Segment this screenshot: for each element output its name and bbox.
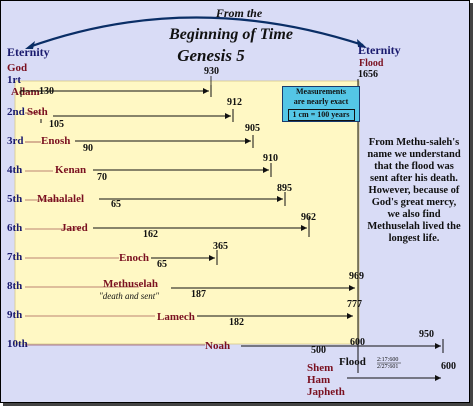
son-ham: Ham — [307, 374, 330, 386]
flood-label-bottom: Flood — [339, 356, 366, 368]
name-noah: Noah — [205, 340, 230, 352]
name-enosh: Enosh — [41, 135, 70, 147]
title-line-1: From the — [215, 6, 263, 20]
ordinal-2: 2nd — [7, 106, 25, 118]
lifespan-enosh: 905 — [245, 123, 260, 134]
son-japheth: Japheth — [307, 386, 345, 398]
lifespan-enoch: 365 — [213, 241, 228, 252]
noah-age-at-flood: 600 — [350, 337, 365, 348]
begat-lamech: 182 — [229, 317, 244, 328]
lifespan-mahalalel: 895 — [277, 183, 292, 194]
ordinal-6: 6th — [7, 222, 22, 234]
ordinal-1: 1rt — [7, 74, 21, 86]
timeline-diagram: From the Beginning of Time Genesis 5 Ete… — [7, 6, 456, 398]
begat-kenan: 70 — [97, 172, 107, 183]
eternity-left: Eternity — [7, 45, 50, 59]
name-kenan: Kenan — [55, 164, 86, 176]
lifespan-methuselah: 969 — [349, 271, 364, 282]
son-shem: Shem — [307, 362, 333, 374]
name-lamech: Lamech — [157, 311, 195, 323]
lifespan-lamech: 777 — [347, 299, 362, 310]
name-seth: Seth — [27, 106, 48, 118]
ordinal-9: 9th — [7, 309, 22, 321]
god-label: God — [7, 62, 27, 74]
begat-mahalalel: 65 — [111, 199, 121, 210]
title-arc — [28, 16, 364, 49]
flood-date-2: 2/27:601 — [377, 364, 398, 370]
ordinal-3: 3rd — [7, 135, 24, 147]
ordinal-4: 4th — [7, 164, 22, 176]
name-adam: Adam — [11, 86, 40, 98]
begat-jared: 162 — [143, 229, 158, 240]
ordinal-10: 10th — [7, 338, 28, 350]
flood-header: Flood — [359, 58, 384, 69]
begat-enosh: 90 — [83, 143, 93, 154]
lifespan-jared: 962 — [301, 212, 316, 223]
methuselah-meaning: "death and sent" — [99, 291, 159, 301]
flood-year: 1656 — [358, 69, 378, 80]
name-jared: Jared — [61, 222, 88, 234]
note-line-2: are nearly exact — [293, 97, 349, 106]
measurement-note: Measurements are nearly exact 1 cm = 100… — [282, 86, 360, 122]
sons-end-value: 600 — [441, 361, 456, 372]
title-line-3: Genesis 5 — [177, 46, 245, 65]
begat-seth: 105 — [49, 119, 64, 130]
ordinal-8: 8th — [7, 280, 22, 292]
timeline-panel — [14, 80, 360, 345]
lifespan-kenan: 910 — [263, 153, 278, 164]
lifespan-noah: 950 — [419, 329, 434, 340]
eternity-right: Eternity — [358, 43, 401, 57]
begat-methuselah: 187 — [191, 289, 206, 300]
note-scale: 1 cm = 100 years — [287, 109, 355, 121]
name-mahalalel: Mahalalel — [37, 193, 84, 205]
begat-enoch: 65 — [157, 259, 167, 270]
ordinal-5: 5th — [7, 193, 22, 205]
side-commentary: From Methu-saleh's name we understand th… — [367, 137, 461, 244]
lifespan-seth: 912 — [227, 97, 242, 108]
name-methuselah: Methuselah — [103, 278, 158, 290]
title-line-2: Beginning of Time — [168, 26, 293, 43]
lifespan-adam: 930 — [204, 66, 219, 77]
begat-adam: 130 — [39, 86, 54, 97]
note-line-1: Measurements — [295, 87, 347, 96]
title-arc-arrow-left — [25, 41, 35, 49]
begat-noah: 500 — [311, 345, 326, 356]
title-arc-arrow-right — [357, 39, 367, 48]
flood-date-1: 2:17:600 — [377, 357, 398, 363]
ordinal-7: 7th — [7, 251, 22, 263]
name-enoch: Enoch — [119, 252, 149, 264]
